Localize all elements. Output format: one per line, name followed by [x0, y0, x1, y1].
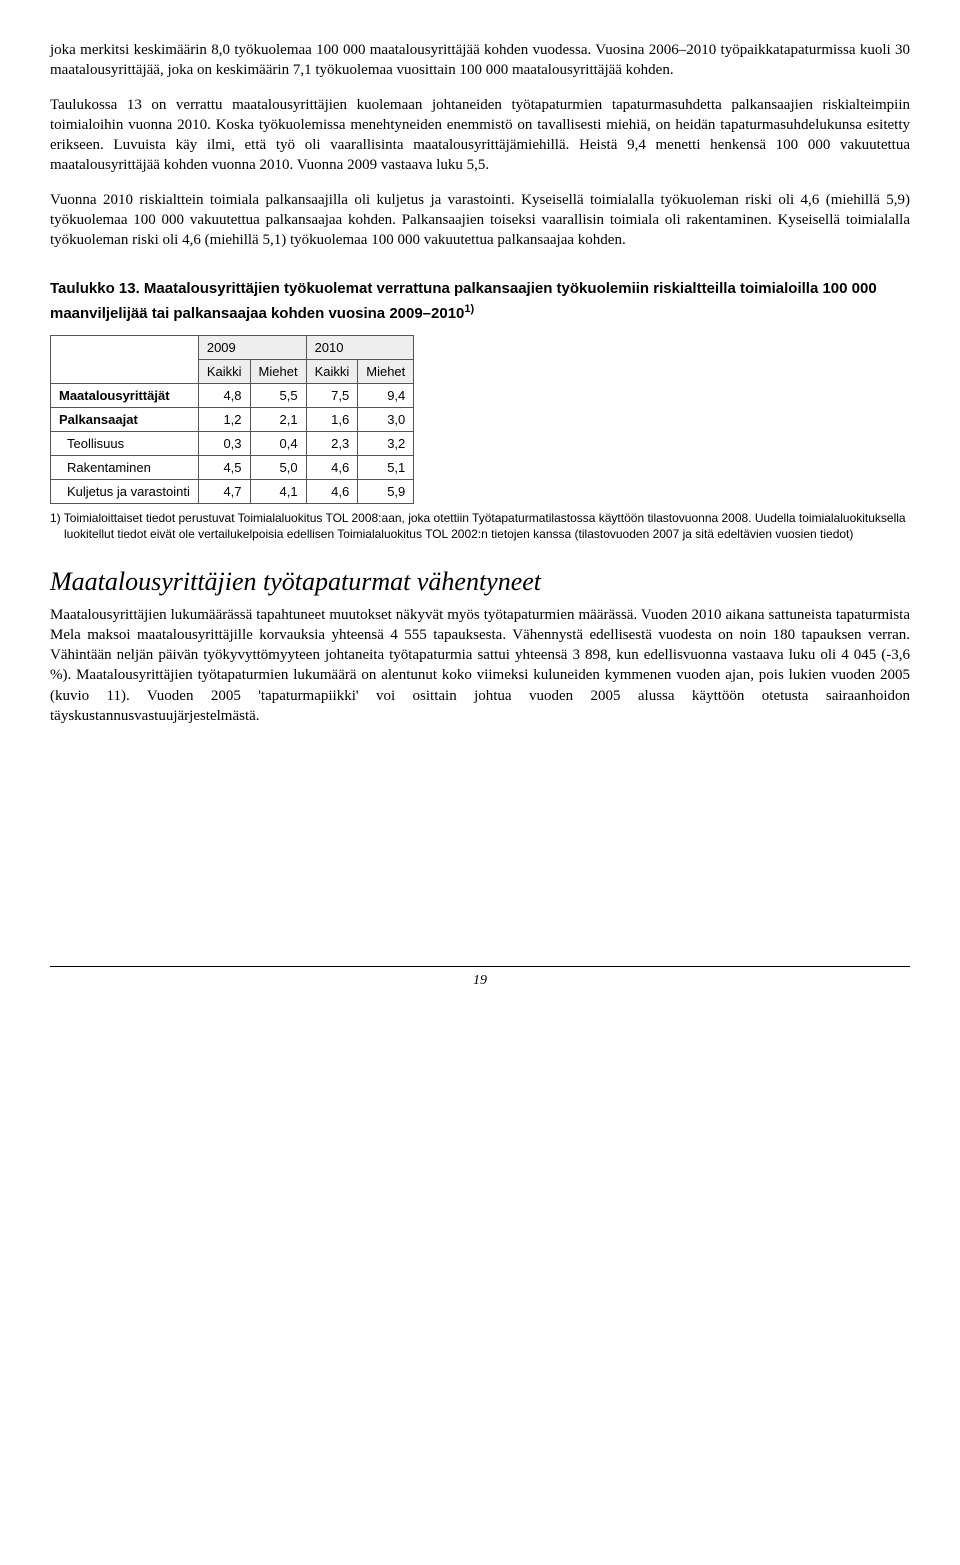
year-header-0: 2009 — [198, 336, 306, 360]
cell: 7,5 — [306, 384, 358, 408]
row-label: Maatalousyrittäjät — [51, 384, 199, 408]
cell: 0,4 — [250, 432, 306, 456]
section-body: Maatalousyrittäjien lukumäärässä tapahtu… — [50, 605, 910, 727]
row-label: Palkansaajat — [51, 408, 199, 432]
sub-header-0: Kaikki — [198, 360, 250, 384]
cell: 4,1 — [250, 480, 306, 504]
table-row: Kuljetus ja varastointi 4,7 4,1 4,6 5,9 — [51, 480, 414, 504]
cell: 2,1 — [250, 408, 306, 432]
table-row: Teollisuus 0,3 0,4 2,3 3,2 — [51, 432, 414, 456]
cell: 3,0 — [358, 408, 414, 432]
cell: 4,6 — [306, 480, 358, 504]
table-title: Taulukko 13. Maatalousyrittäjien työkuol… — [50, 278, 910, 325]
data-table: 2009 2010 Kaikki Miehet Kaikki Miehet Ma… — [50, 335, 414, 504]
cell: 1,6 — [306, 408, 358, 432]
table-row: Palkansaajat 1,2 2,1 1,6 3,0 — [51, 408, 414, 432]
cell: 5,1 — [358, 456, 414, 480]
cell: 1,2 — [198, 408, 250, 432]
sub-header-2: Kaikki — [306, 360, 358, 384]
row-label: Rakentaminen — [51, 456, 199, 480]
row-label: Kuljetus ja varastointi — [51, 480, 199, 504]
row-label: Teollisuus — [51, 432, 199, 456]
cell: 9,4 — [358, 384, 414, 408]
cell: 5,5 — [250, 384, 306, 408]
year-header-1: 2010 — [306, 336, 414, 360]
section-heading: Maatalousyrittäjien työtapaturmat vähent… — [50, 567, 910, 597]
cell: 3,2 — [358, 432, 414, 456]
table-header-row-years: 2009 2010 — [51, 336, 414, 360]
cell: 2,3 — [306, 432, 358, 456]
cell: 0,3 — [198, 432, 250, 456]
table-footnote: 1) Toimialoittaiset tiedot perustuvat To… — [50, 510, 910, 542]
table-corner — [51, 336, 199, 384]
cell: 4,8 — [198, 384, 250, 408]
page-number: 19 — [50, 966, 910, 989]
cell: 5,9 — [358, 480, 414, 504]
cell: 4,7 — [198, 480, 250, 504]
paragraph-3: Vuonna 2010 riskialttein toimiala palkan… — [50, 190, 910, 251]
paragraph-2: Taulukossa 13 on verrattu maatalousyritt… — [50, 95, 910, 176]
sub-header-1: Miehet — [250, 360, 306, 384]
cell: 4,5 — [198, 456, 250, 480]
table-row: Maatalousyrittäjät 4,8 5,5 7,5 9,4 — [51, 384, 414, 408]
paragraph-1: joka merkitsi keskimäärin 8,0 työkuolema… — [50, 40, 910, 81]
table-row: Rakentaminen 4,5 5,0 4,6 5,1 — [51, 456, 414, 480]
sub-header-3: Miehet — [358, 360, 414, 384]
cell: 5,0 — [250, 456, 306, 480]
cell: 4,6 — [306, 456, 358, 480]
table-title-sup: 1) — [464, 303, 474, 315]
table-title-text: Taulukko 13. Maatalousyrittäjien työkuol… — [50, 280, 877, 322]
